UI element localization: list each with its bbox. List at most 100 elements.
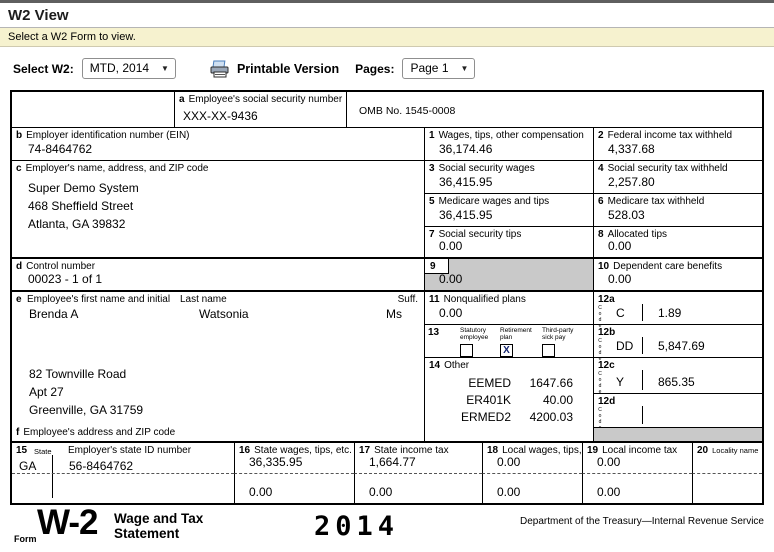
employee-address: 82 Townville Road Apt 27 Greenville, GA … [29,367,144,417]
box-12c: 12c Code Y 865.35 [594,358,762,395]
printer-icon[interactable] [210,60,230,78]
box-7-ss-tips: 7 Social security tips 0.00 [425,227,594,259]
w2-form: a Employee's social security number XXX-X… [10,90,764,505]
control-number-value: 00023 - 1 of 1 [28,272,103,286]
suffix-label: Suff. [397,294,418,305]
box-b-ein: b Employer identification number (EIN) 74… [12,128,425,161]
box-d-control-number: d Control number 00023 - 1 of 1 [12,259,425,292]
box-e-employee-name: e Employee's first name and initial Last… [12,292,425,325]
state-row2-20 [692,474,762,503]
state-value: GA [19,459,37,473]
statutory-employee-label: Statutory employee [460,327,489,341]
ssn-value: XXX-XX-9436 [183,109,258,123]
box-9-shaded: 9 0.00 [425,259,594,292]
box-14-other: 14 Other EEMED 1647.66 ER401K 40.00 ERMED2 4… [425,358,594,441]
box-9-number: 9 [425,259,449,274]
suffix-value: Ms [386,307,402,321]
box-letter: b [16,130,23,141]
form-footer: Form W-2 Wage and Tax Statement 2014 Depa… [0,503,774,552]
select-w2-dropdown[interactable]: MTD, 2014 ▼ [81,58,176,79]
state-label: State [34,447,52,456]
first-name-label: Employee's first name and initial [27,294,171,305]
state-row2-left [12,474,234,503]
box-10-dependent-care: 10 Dependent care benefits 0.00 [594,259,762,292]
box-label: Employee's social security number [188,94,343,105]
state-id-label: Employer's state ID number [68,445,192,456]
box-13-checkboxes: 13 Statutory employee Retirement plan X … [425,325,594,358]
omb-text: OMB No. 1545-0008 [359,105,456,117]
box-2-federal-tax: 2 Federal income tax withheld 4,337.68 [594,128,762,161]
box-3-ss-wages: 3 Social security wages 36,415.95 [425,161,594,194]
checkbox-retirement-plan: X [500,344,513,357]
select-w2-value: MTD, 2014 [89,61,150,75]
chevron-down-icon: ▼ [161,63,169,73]
box-letter: a [179,94,185,105]
code-label: Code [597,371,603,395]
box-12b-value: 5,847.69 [658,339,705,353]
select-w2-label: Select W2: [13,61,74,76]
checkbox-third-party-sick-pay [542,344,555,357]
box-16-state-wages: 16 State wages, tips, etc. 36,335.95 [234,441,354,474]
pages-dropdown[interactable]: Page 1 ▼ [402,58,476,79]
box-12b: 12b Code DD 5,847.69 [594,325,762,362]
retirement-plan-label: Retirement plan [500,327,532,341]
box-letter: c [16,163,22,174]
pages-value: Page 1 [410,61,449,75]
third-party-sick-pay-label: Third-party sick pay [542,327,574,341]
state-row2-19: 0.00 [582,474,692,503]
first-name-value: Brenda A [29,307,79,321]
form-number: W-2 [37,503,98,542]
box-12a-code: C [616,306,625,320]
box-label: Employer's name, address, and ZIP code [25,163,209,174]
pages-label: Pages: [355,61,395,76]
box-12b-code: DD [616,339,634,353]
state-row2-17: 0.00 [354,474,482,503]
box-a-ssn: a Employee's social security number XXX-X… [175,92,347,128]
box-c-employer: c Employer's name, address, and ZIP code … [12,161,425,259]
box-19-local-tax: 19 Local income tax 0.00 [582,441,692,474]
box-6-medicare-tax: 6 Medicare tax withheld 528.03 [594,194,762,227]
box-4-ss-tax: 4 Social security tax withheld 2,257.80 [594,161,762,194]
state-row2-18: 0.00 [482,474,582,503]
box-f-label: f Employee's address and ZIP code [16,427,176,438]
chevron-down-icon: ▼ [460,63,469,73]
box-11-nonqualified: 11 Nonqualified plans 0.00 [425,292,594,325]
box-12a: 12a Code C 1.89 [594,292,762,329]
box-12a-value: 1.89 [658,306,682,320]
treasury-text: Department of the Treasury—Internal Reve… [519,516,764,527]
state-row2-16: 0.00 [234,474,354,503]
box-17-state-tax: 17 State income tax 1,664.77 [354,441,482,474]
last-name-label: Last name [180,294,227,305]
box-12c-code: Y [616,375,625,389]
box-15-state: 15 State Employer's state ID number GA 5… [12,441,234,474]
code-label: Code [597,338,603,362]
box-label: Control number [26,261,96,272]
box-20-locality: 20 Locality name [692,441,762,474]
form-title: Wage and Tax Statement [114,511,204,541]
page-title: W2 View [0,3,774,28]
box-8-allocated-tips: 8 Allocated tips 0.00 [594,227,762,259]
code-label: Code [597,305,603,329]
checkbox-statutory-employee [460,344,473,357]
last-name-value: Watsonia [199,307,249,321]
box-letter: e [16,294,22,305]
ein-value: 74-8464762 [28,142,93,156]
box-12c-value: 865.35 [658,375,695,389]
box-5-medicare-wages: 5 Medicare wages and tips 36,415.95 [425,194,594,227]
printable-version-button[interactable]: Printable Version [236,61,340,76]
box-12-shaded-strip [594,428,762,441]
box-letter: d [16,261,23,272]
info-banner: Select a W2 Form to view. [0,28,774,47]
employer-address: Super Demo System 468 Sheffield Street A… [28,181,139,231]
box-label: Employer identification number (EIN) [26,130,190,141]
toolbar: Select W2: MTD, 2014 ▼ Printable Version… [0,47,774,90]
tax-year: 2014 [314,511,400,542]
box-12d: 12d Code [594,394,762,431]
form-word: Form [14,534,37,544]
omb-number: OMB No. 1545-0008 [347,92,762,128]
state-id-value: 56-8464762 [69,459,134,473]
box-blank-top [12,92,175,128]
box-ef-address-area: 82 Townville Road Apt 27 Greenville, GA … [12,325,425,441]
